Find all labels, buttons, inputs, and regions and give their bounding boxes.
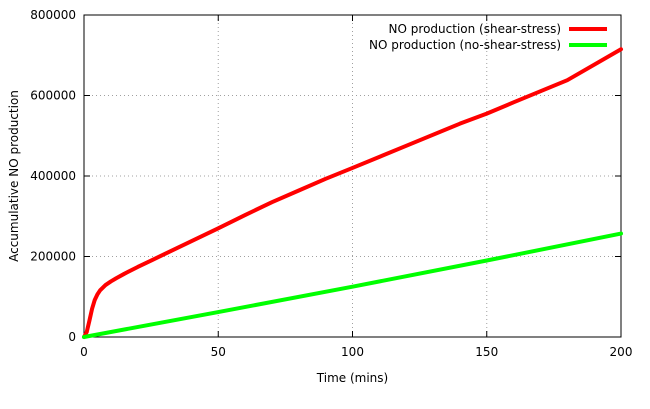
y-tick-label: 600000 bbox=[30, 89, 76, 103]
y-tick-label: 400000 bbox=[30, 169, 76, 183]
x-axis-label: Time (mins) bbox=[316, 371, 388, 385]
y-tick-label: 800000 bbox=[30, 8, 76, 22]
x-tick-label: 200 bbox=[610, 345, 633, 359]
x-tick-label: 150 bbox=[475, 345, 498, 359]
x-tick-label: 50 bbox=[211, 345, 226, 359]
legend-label-1: NO production (shear-stress) bbox=[389, 22, 561, 36]
y-axis-label: Accumulative NO production bbox=[7, 90, 21, 262]
x-tick-label: 0 bbox=[80, 345, 88, 359]
axes: 0 50 100 150 200 0 200000 400000 600000 800000 bbox=[30, 8, 632, 359]
series bbox=[82, 47, 623, 339]
x-tick-label: 100 bbox=[341, 345, 364, 359]
y-tick-label: 0 bbox=[68, 330, 76, 344]
legend-label-2: NO production (no-shear-stress) bbox=[369, 38, 561, 52]
series-line-2 bbox=[82, 231, 623, 339]
series-line-1 bbox=[82, 47, 623, 339]
grid bbox=[84, 15, 621, 337]
legend: NO production (shear-stress) NO productio… bbox=[369, 22, 607, 52]
y-tick-label: 200000 bbox=[30, 250, 76, 264]
